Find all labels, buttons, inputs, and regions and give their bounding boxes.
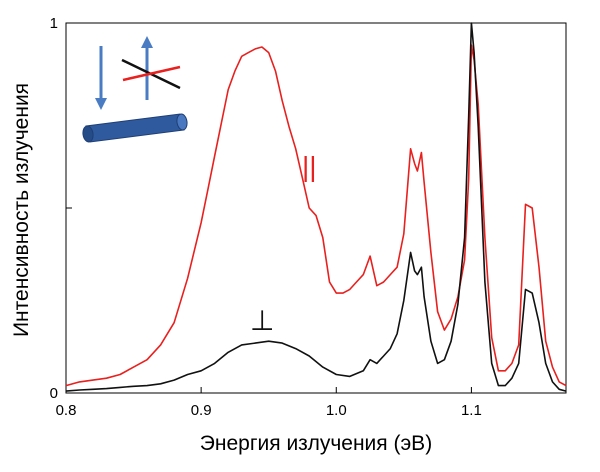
x-tick-label: 1.0 bbox=[326, 402, 347, 419]
x-tick-label: 0.9 bbox=[191, 402, 212, 419]
y-axis-title: Интенсивность излучения bbox=[10, 83, 33, 337]
series-layer bbox=[65, 22, 567, 392]
polarization-arrow-down-icon bbox=[95, 46, 107, 110]
x-axis: 0.8 0.9 1.0 1.1 bbox=[56, 387, 482, 419]
y-axis: 01 bbox=[50, 15, 72, 402]
x-axis-title: Энергия излучения (эВ) bbox=[200, 432, 432, 455]
x-tick-label: 0.8 bbox=[56, 402, 77, 419]
y-tick-label: 0 bbox=[50, 385, 58, 402]
series-line-perpendicular bbox=[65, 22, 567, 392]
parallel-annotation: || bbox=[302, 151, 317, 182]
x-tick-label: 1.1 bbox=[461, 402, 482, 419]
polarization-arrow-up-icon bbox=[141, 36, 153, 100]
cross-red-line bbox=[122, 65, 181, 82]
nanowire-icon bbox=[82, 113, 188, 143]
series-line-parallel bbox=[65, 44, 567, 387]
y-tick-label: 1 bbox=[50, 15, 58, 32]
perpendicular-annotation: ⊥ bbox=[250, 305, 274, 336]
inset-illustration bbox=[82, 36, 188, 143]
